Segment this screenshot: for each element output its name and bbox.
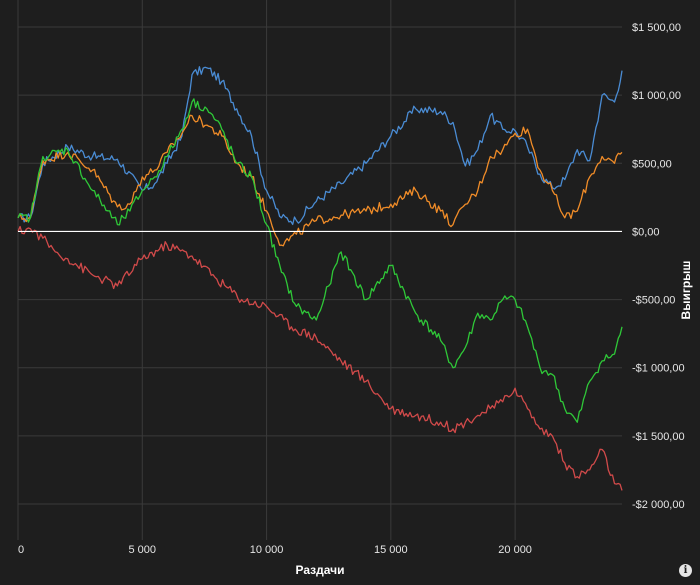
y-tick-label: $0,00	[632, 226, 660, 238]
y-tick-label: -$2 000,00	[632, 499, 685, 511]
series-line-3	[17, 98, 623, 423]
y-tick-label: $500,00	[632, 158, 672, 170]
x-tick-label: 10 000	[250, 544, 284, 556]
series-layer	[17, 66, 623, 491]
y-axis-title: Выигрыш	[679, 261, 693, 320]
x-tick-label: 5 000	[129, 544, 157, 556]
y-tick-label: -$1 000,00	[632, 363, 685, 375]
info-icon[interactable]: i	[679, 564, 692, 577]
x-tick-label: 0	[18, 544, 24, 556]
x-axis-ticks: 0 5 000 10 000 15 000 20 000	[18, 544, 532, 556]
y-tick-label: $1 500,00	[632, 22, 681, 34]
x-tick-label: 20 000	[498, 544, 532, 556]
y-tick-label: -$1 500,00	[632, 431, 685, 443]
series-line-2	[17, 114, 623, 247]
series-line-4	[17, 225, 623, 491]
grid-lines	[17, 0, 622, 540]
y-tick-label: $1 000,00	[632, 90, 681, 102]
x-axis-title: Раздачи	[296, 563, 345, 577]
y-tick-label: -$500,00	[632, 295, 675, 307]
x-tick-label: 15 000	[374, 544, 408, 556]
y-axis-ticks: $1 500,00 $1 000,00 $500,00 $0,00 -$500,00 -$…	[632, 22, 685, 511]
series-line-1	[17, 66, 623, 226]
